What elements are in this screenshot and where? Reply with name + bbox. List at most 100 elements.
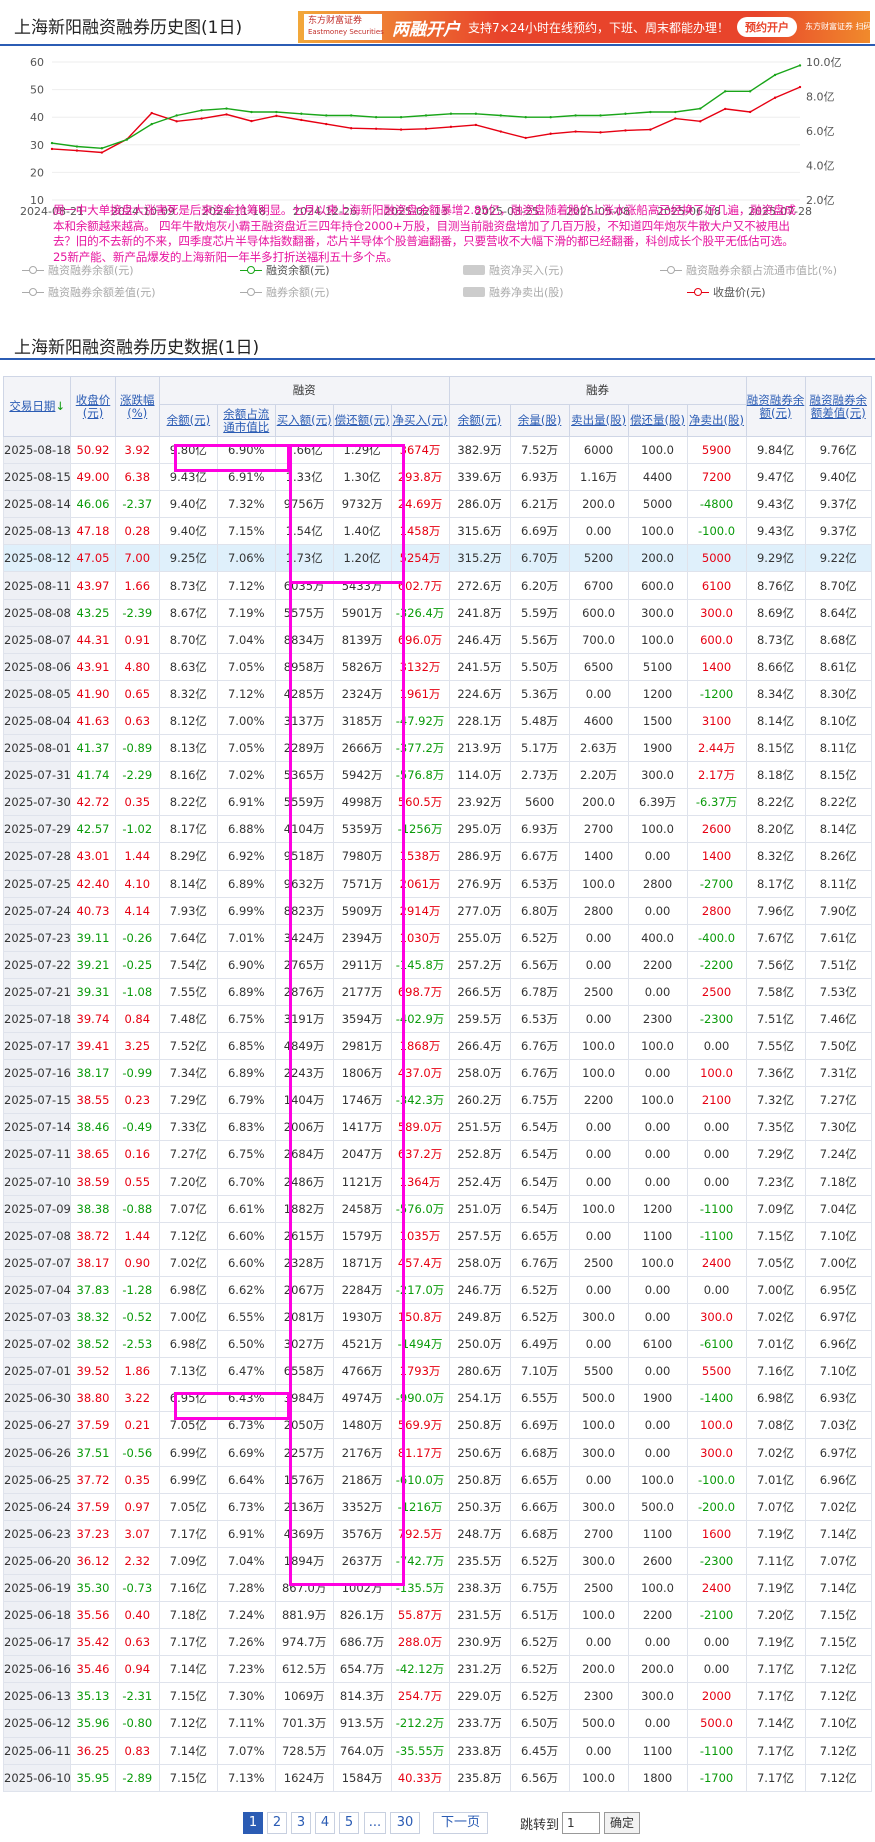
legend-balance-diff[interactable]: 融资融券余额差值(元): [22, 284, 156, 300]
financing-balance-point: [225, 107, 228, 110]
cell-total-balance: 8.22亿: [745, 788, 806, 817]
col-rz-balance[interactable]: 余额(元): [158, 404, 218, 437]
next-page-button[interactable]: 下一页: [433, 1812, 488, 1834]
table-row: 2025-06-25 37.72 0.35 6.99亿 6.64% 1576万 2186万 -…: [2, 1465, 873, 1494]
cell-rz-net: 2061万: [390, 869, 450, 898]
ad-logo: 东方财富证券 Eastmoney Securities: [304, 14, 384, 40]
col-rq-volume[interactable]: 余量(股): [509, 404, 570, 437]
cell-date: 2025-07-16: [2, 1059, 72, 1088]
col-date[interactable]: 交易日期↓: [2, 376, 72, 437]
cell-rq-net: -2100: [686, 1601, 747, 1630]
cell-change: -0.56: [114, 1438, 160, 1467]
cell-rz-buy: 4369万: [274, 1519, 334, 1548]
cell-change: -2.89: [114, 1763, 160, 1792]
legend-margin-total[interactable]: 融资融券余额(元): [22, 262, 134, 278]
cell-rq-balance: 295.0万: [448, 815, 511, 844]
history-chart[interactable]: 60 50 40 30 20 10 10.0亿 8.0亿 6.0亿 4.0亿 2.0亿 2024-08…: [0, 50, 875, 310]
legend-financing-net-buy[interactable]: 融资净买入(元): [463, 262, 564, 278]
legend-securities-lending-balance[interactable]: 融券余额(元): [240, 284, 330, 300]
cell-balance-diff: 7.12亿: [804, 1763, 873, 1792]
cell-rz-balance: 7.48亿: [158, 1004, 218, 1034]
cell-rq-volume: 7.10万: [509, 1357, 570, 1386]
cell-total-balance: 8.76亿: [745, 571, 806, 600]
col-close[interactable]: 收盘价(元): [70, 376, 116, 437]
cell-rq-sell: 2700: [568, 815, 629, 844]
page-4[interactable]: 4: [315, 1812, 335, 1834]
cell-rz-buy: 867.0万: [274, 1573, 334, 1603]
cell-rq-sell: 100.0: [568, 869, 629, 898]
col-change[interactable]: 涨跌幅(%): [114, 376, 160, 437]
cell-rq-net: 3100: [686, 706, 747, 736]
cell-close: 43.91: [70, 652, 116, 681]
cell-rz-buy: 1.54亿: [274, 517, 334, 546]
page-5[interactable]: 5: [339, 1812, 359, 1834]
cell-rq-balance: 277.0万: [448, 896, 511, 925]
cell-change: -2.31: [114, 1682, 160, 1711]
cell-close: 49.00: [70, 463, 116, 492]
cell-rz-repay: 1.40亿: [332, 517, 392, 546]
table-row: 2025-08-07 44.31 0.91 8.70亿 7.04% 8834万 8139万 6…: [2, 625, 873, 654]
cell-change: -0.52: [114, 1302, 160, 1332]
cell-close: 35.56: [70, 1601, 116, 1630]
cell-rq-net: 2000: [686, 1682, 747, 1711]
cell-total-balance: 8.32亿: [745, 842, 806, 871]
legend-securities-net-sell[interactable]: 融券净卖出(股): [463, 284, 564, 300]
col-rz-repay[interactable]: 偿还额(元): [332, 404, 392, 437]
cell-rq-repay: 4400: [627, 463, 688, 492]
cell-rq-balance: 231.2万: [448, 1655, 511, 1684]
col-rq-sell[interactable]: 卖出量(股): [568, 404, 629, 437]
cell-rz-repay: 686.7万: [332, 1628, 392, 1657]
cell-rq-volume: 6.76万: [509, 1059, 570, 1088]
col-rq-balance[interactable]: 余额(元): [448, 404, 511, 437]
cell-rq-sell: 2200: [568, 1086, 629, 1115]
close-price-point: [449, 125, 453, 129]
cell-rq-net: -2300: [686, 1546, 747, 1575]
cell-change: -0.80: [114, 1709, 160, 1738]
col-rq-repay[interactable]: 偿还量(股): [627, 404, 688, 437]
page-ellipsis[interactable]: ...: [364, 1812, 386, 1834]
cell-total-balance: 7.36亿: [745, 1059, 806, 1088]
col-rq-net[interactable]: 净卖出(股): [686, 404, 747, 437]
cell-rz-balance: 6.99亿: [158, 1465, 218, 1494]
legend-close-price[interactable]: 收盘价(元): [687, 284, 766, 300]
legend-ratio[interactable]: 融资融券余额占流通市值比(%): [660, 262, 837, 278]
jump-confirm-button[interactable]: 确定: [604, 1812, 641, 1834]
cell-rq-volume: 6.52万: [509, 1682, 570, 1711]
cell-balance-diff: 8.26亿: [804, 842, 873, 871]
cell-rq-net: 300.0: [686, 598, 747, 627]
cell-rz-ratio: 6.62%: [216, 1275, 276, 1305]
cell-total-balance: 7.05亿: [745, 1248, 806, 1277]
financing-balance-point: [549, 116, 552, 119]
x-tick-label: 2024-12-26: [293, 205, 357, 218]
cell-rq-balance: 235.8万: [448, 1763, 511, 1792]
cell-rz-net: -576.0万: [390, 1194, 450, 1223]
page-3[interactable]: 3: [291, 1812, 311, 1834]
page-1[interactable]: 1: [243, 1812, 263, 1834]
cell-rz-buy: 2006万: [274, 1113, 334, 1142]
financing-balance-point: [524, 116, 527, 119]
cell-rq-repay: 300.0: [627, 598, 688, 627]
cell-rq-sell: 300.0: [568, 1302, 629, 1332]
ad-open-account-button[interactable]: 预约开户: [736, 17, 797, 37]
ad-qr-text: 东方财富证券 扫码开户: [804, 22, 870, 31]
cell-balance-diff: 7.15亿: [804, 1628, 873, 1657]
col-rz-ratio[interactable]: 余额占流通市值比: [216, 404, 276, 437]
financing-balance-point: [699, 107, 702, 110]
col-total-balance[interactable]: 融资融券余额(元): [745, 376, 806, 437]
col-rz-buy[interactable]: 买入额(元): [274, 404, 334, 437]
page-30[interactable]: 30: [390, 1812, 420, 1834]
legend-financing-balance[interactable]: 融资余额(元): [240, 262, 330, 278]
page-2[interactable]: 2: [267, 1812, 287, 1834]
ad-banner[interactable]: 东方财富证券 Eastmoney Securities 两融开户 支持7×24小时…: [298, 11, 870, 43]
pagination: 1 2 3 4 5 ... 30 下一页 跳转到 1 确定: [0, 1812, 875, 1836]
col-rz-net[interactable]: 净买入(元): [390, 404, 450, 437]
cell-date: 2025-06-17: [2, 1628, 72, 1657]
jump-page-input[interactable]: 1: [562, 1812, 600, 1834]
col-balance-diff[interactable]: 融资融券余额差值(元): [804, 376, 873, 437]
cell-balance-diff: 7.15亿: [804, 1601, 873, 1630]
cell-rz-repay: 2284万: [332, 1275, 392, 1305]
cell-balance-diff: 6.96亿: [804, 1330, 873, 1359]
x-tick-label: 2025-03-25: [475, 205, 539, 218]
financing-balance-point: [50, 141, 54, 145]
cell-rq-net: -1100: [686, 1194, 747, 1223]
